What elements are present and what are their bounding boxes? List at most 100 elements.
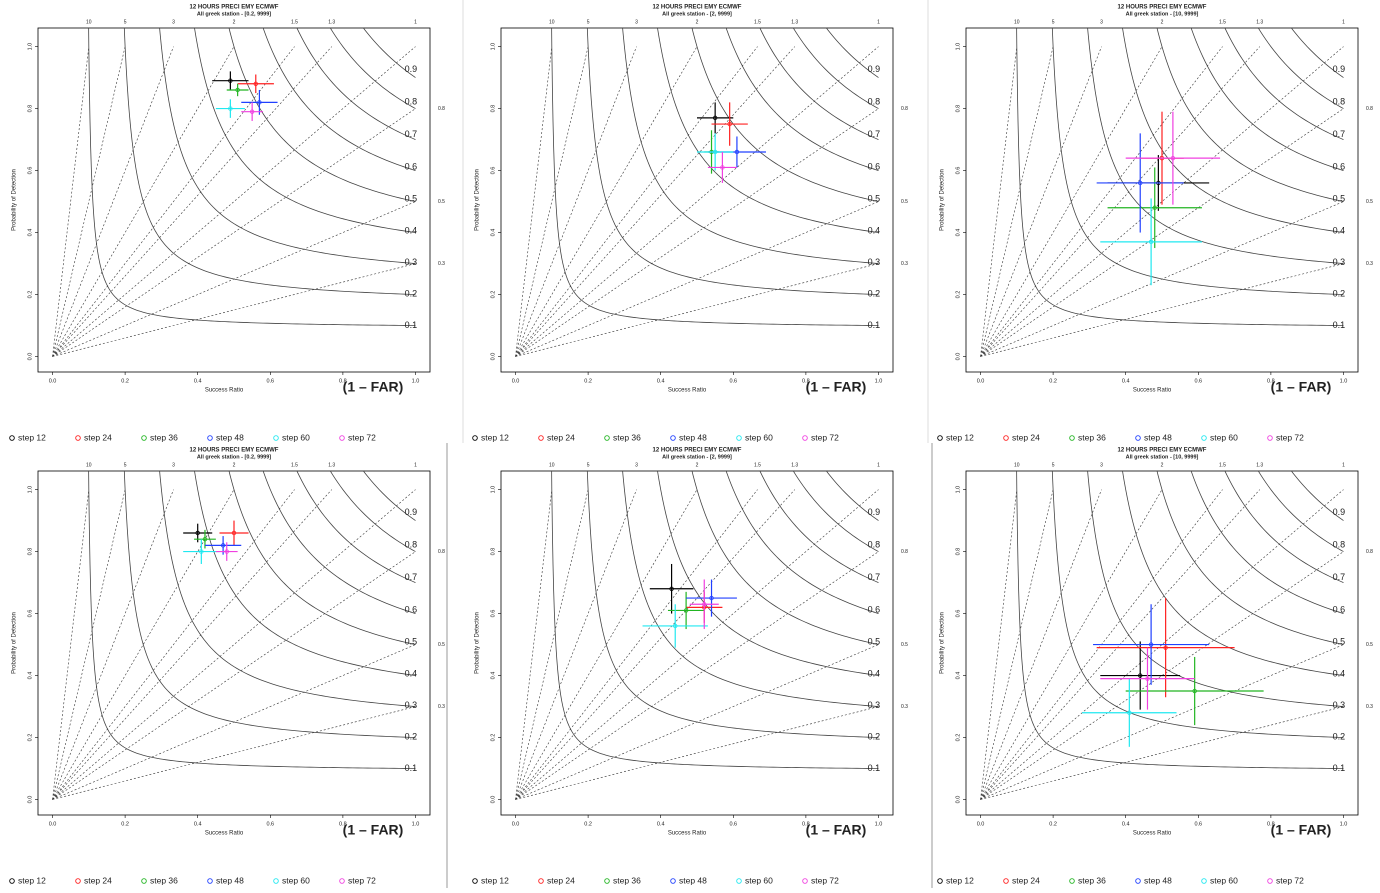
csi-contour — [759, 471, 879, 583]
y-tick-label: 0.8 — [955, 105, 961, 113]
legend-label: step 36 — [1078, 875, 1106, 885]
legend-marker — [604, 435, 610, 441]
csi-contour — [194, 28, 416, 233]
x-tick-label: 0.0 — [512, 821, 520, 827]
bias-line — [515, 46, 879, 357]
chart-subtitle: All greek station - [2, 9999] — [662, 11, 732, 17]
x-tick-label: 0.4 — [194, 821, 202, 827]
csi-contour — [262, 471, 416, 614]
csi-label: 0.9 — [1333, 64, 1346, 74]
plot-area — [52, 28, 416, 357]
csi-contour — [657, 28, 879, 233]
csi-contour — [551, 471, 879, 769]
annotation: (1 – FAR) — [343, 822, 404, 838]
csi-label: 0.3 — [405, 257, 418, 267]
point — [1138, 180, 1143, 186]
csi-label: 0.2 — [1333, 289, 1346, 299]
point — [235, 87, 240, 93]
csi-label: 0.2 — [868, 289, 881, 299]
bias-label: 3 — [635, 19, 638, 25]
csi-contour — [825, 471, 879, 521]
x-tick-label: 0.4 — [657, 378, 665, 384]
x-tick-label: 0.2 — [1049, 378, 1057, 384]
bias-label: 0.3 — [1366, 704, 1373, 710]
csi-contour — [792, 28, 879, 109]
bias-line — [52, 46, 332, 357]
x-tick-label: 0.6 — [1194, 821, 1202, 827]
csi-label: 0.1 — [868, 320, 881, 330]
csi-label: 0.9 — [405, 507, 418, 517]
bias-label: 0.8 — [1366, 549, 1373, 555]
csi-label: 0.8 — [1333, 97, 1346, 107]
bias-line — [980, 551, 1344, 800]
legend-label: step 48 — [1144, 432, 1172, 442]
legend-label: step 48 — [679, 875, 707, 885]
csi-contour — [825, 28, 879, 78]
legend-marker — [141, 878, 147, 884]
bias-line — [52, 46, 90, 357]
csi-contour — [1016, 471, 1344, 769]
bias-label: 5 — [1052, 19, 1055, 25]
bias-label: 3 — [635, 462, 638, 468]
bias-line — [980, 706, 1344, 800]
bias-label: 1.3 — [328, 462, 335, 468]
csi-label: 0.8 — [868, 540, 881, 550]
point — [1163, 645, 1168, 650]
x-tick-label: 0.4 — [657, 821, 665, 827]
bias-line — [52, 551, 416, 800]
y-tick-label: 1.0 — [955, 486, 961, 494]
y-tick-label: 0.0 — [27, 796, 33, 804]
plot-area — [980, 28, 1344, 357]
legend-label: step 60 — [282, 875, 310, 885]
point — [712, 115, 718, 121]
y-tick-label: 0.8 — [490, 105, 496, 113]
legend-label: step 60 — [282, 432, 310, 442]
bias-label: 1 — [1342, 462, 1345, 468]
bias-line — [52, 263, 416, 357]
y-tick-label: 0.2 — [955, 291, 961, 299]
y-tick-label: 1.0 — [27, 43, 33, 51]
legend-marker — [1003, 435, 1009, 441]
csi-label: 0.3 — [1333, 257, 1346, 267]
csi-label: 0.5 — [405, 636, 418, 646]
bias-label: 2 — [696, 462, 699, 468]
bias-label: 2 — [233, 462, 236, 468]
x-tick-label: 0.2 — [1049, 821, 1057, 827]
csi-contour — [228, 471, 416, 645]
bias-label: 1.3 — [791, 462, 798, 468]
y-tick-label: 0.4 — [27, 672, 33, 680]
x-axis-label: Success Ratio — [205, 831, 244, 837]
legend-label: step 72 — [1276, 432, 1304, 442]
y-tick-label: 1.0 — [955, 43, 961, 51]
legend-label: step 12 — [18, 875, 46, 885]
csi-label: 0.6 — [868, 604, 881, 614]
chart-title: 12 HOURS PRECI EMY ECMWF — [190, 448, 279, 454]
csi-label: 0.7 — [1333, 572, 1346, 582]
legend-marker — [1267, 435, 1273, 441]
point — [1145, 676, 1150, 681]
bias-label: 1.5 — [754, 462, 761, 468]
y-tick-label: 0.2 — [27, 734, 33, 742]
bias-label: 1.5 — [291, 462, 298, 468]
bias-label: 2 — [233, 19, 236, 25]
annotation: (1 – FAR) — [343, 379, 404, 395]
legend-marker — [670, 435, 676, 441]
legend-label: step 72 — [348, 875, 376, 885]
x-tick-label: 0.4 — [1122, 378, 1130, 384]
point — [683, 608, 689, 613]
x-axis-label: Success Ratio — [668, 388, 707, 394]
legend-marker — [339, 435, 345, 441]
y-axis-label: Probability of Detection — [475, 612, 481, 674]
x-tick-label: 0.6 — [729, 821, 737, 827]
annotation: (1 – FAR) — [806, 379, 867, 395]
bias-label: 1.3 — [791, 19, 798, 25]
bias-label: 10 — [549, 19, 555, 25]
csi-label: 0.8 — [868, 97, 881, 107]
point — [702, 602, 707, 607]
csi-label: 0.4 — [1333, 668, 1346, 678]
chart-subtitle: All greek station - [0.2, 9999] — [197, 454, 271, 460]
legend-label: step 60 — [745, 875, 773, 885]
csi-label: 0.1 — [405, 763, 418, 773]
